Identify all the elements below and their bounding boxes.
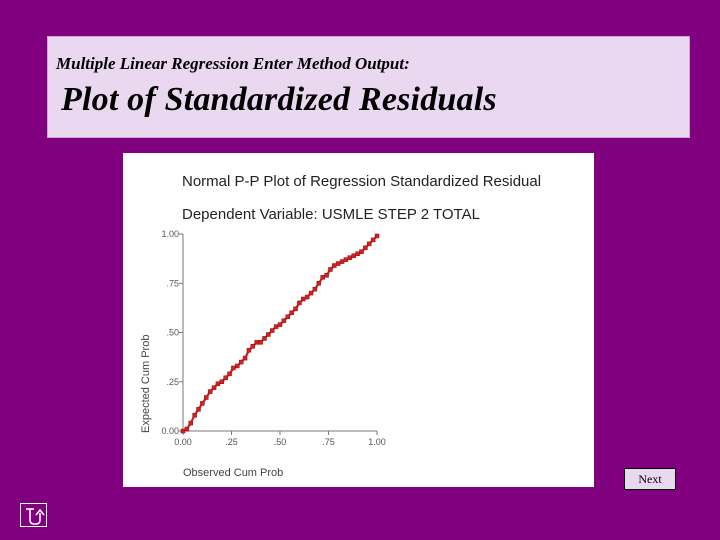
data-point (374, 233, 380, 239)
data-point (289, 310, 294, 316)
data-point (242, 355, 248, 361)
data-point (258, 340, 263, 345)
data-point (269, 328, 275, 333)
x-tick-label: 1.00 (368, 437, 386, 447)
data-point (366, 241, 372, 247)
data-point (184, 426, 190, 432)
data-point (204, 395, 209, 400)
y-axis-label: Expected Cum Prob (140, 335, 152, 433)
data-point (363, 245, 368, 251)
data-point (308, 290, 314, 296)
data-point (285, 314, 291, 319)
data-point (359, 249, 364, 254)
data-point (188, 420, 194, 426)
data-point (246, 347, 252, 353)
data-point (297, 300, 302, 306)
data-point (180, 428, 186, 434)
data-point (211, 385, 217, 390)
data-point (281, 318, 287, 323)
data-point (227, 371, 232, 377)
data-point (301, 296, 306, 302)
x-tick-label: 0.00 (174, 437, 192, 447)
x-tick-label: .75 (322, 437, 335, 447)
data-point (320, 275, 325, 280)
x-axis-label: Observed Cum Prob (183, 467, 283, 479)
x-tick-label: .50 (274, 437, 287, 447)
data-point (266, 332, 271, 337)
axes: 0.00 .25 .50 .75 1.00 0.00 .25 .50 .75 1.00 (161, 229, 385, 447)
data-point (339, 259, 345, 264)
chart-title: Normal P-P Plot of Regression Standardiz… (182, 173, 541, 190)
data-point (207, 389, 213, 394)
data-point (328, 267, 333, 272)
data-point (370, 237, 376, 243)
chart-subtitle: Dependent Variable: USMLE STEP 2 TOTAL (182, 206, 480, 223)
pp-plot-chart: Normal P-P Plot of Regression Standardiz… (140, 173, 541, 479)
data-point (238, 359, 244, 365)
data-point (343, 257, 349, 262)
y-tick-label: .25 (166, 377, 179, 387)
data-point (200, 401, 205, 406)
data-point (192, 412, 197, 418)
x-tick-label: .25 (225, 437, 238, 447)
data-point (223, 375, 228, 381)
data-point (355, 251, 360, 256)
slide-subtitle: Multiple Linear Regression Enter Method … (56, 54, 410, 73)
data-point (293, 306, 298, 312)
data-point (304, 294, 310, 300)
data-point (219, 379, 225, 384)
series-line (182, 235, 378, 432)
slide-title: Plot of Standardized Residuals (61, 81, 497, 118)
data-point (215, 381, 221, 386)
data-point (250, 344, 256, 349)
return-button[interactable] (20, 503, 47, 527)
data-point (235, 363, 240, 369)
points-layer (180, 233, 380, 434)
data-point (347, 255, 353, 260)
data-point (196, 407, 201, 412)
data-point (324, 273, 329, 278)
return-arrow-icon (26, 508, 45, 525)
y-tick-label: .75 (166, 278, 179, 288)
title-box: Multiple Linear Regression Enter Method … (47, 36, 690, 138)
data-point (332, 263, 337, 268)
data-point (316, 281, 322, 286)
y-tick-label: 1.00 (161, 229, 179, 239)
chart-panel: Normal P-P Plot of Regression Standardiz… (123, 153, 594, 487)
series-line-layer (182, 235, 378, 432)
data-point (335, 261, 341, 266)
data-point (254, 340, 259, 345)
y-tick-label: 0.00 (161, 426, 179, 436)
data-point (273, 324, 279, 329)
data-point (351, 253, 356, 258)
data-point (277, 322, 283, 327)
data-point (231, 365, 236, 371)
data-point (262, 336, 267, 341)
y-tick-label: .50 (166, 328, 179, 338)
next-button[interactable]: Next (624, 468, 676, 490)
data-point (312, 286, 318, 292)
